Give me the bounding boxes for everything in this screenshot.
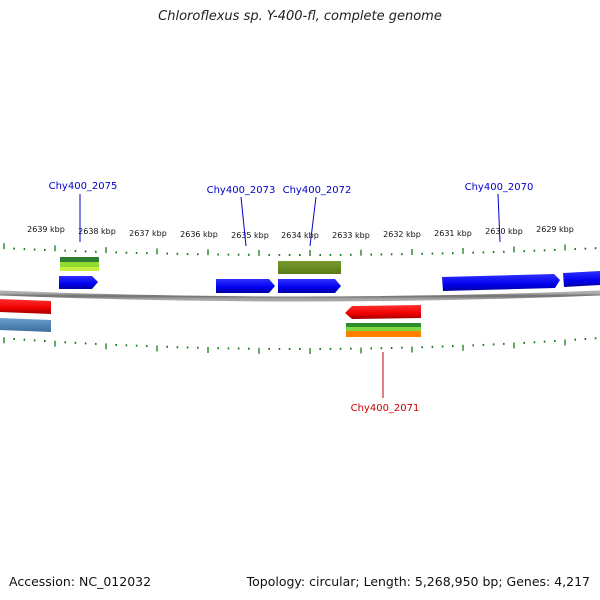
feature-light-green-reverse[interactable]	[346, 327, 421, 331]
cds-chy400-2072[interactable]	[278, 279, 341, 293]
scale-label: 2629 kbp	[536, 225, 574, 234]
scale-label: 2634 kbp	[281, 231, 319, 240]
label-line-chy400-2070	[497, 193, 501, 243]
feature-olive[interactable]	[278, 261, 341, 274]
genome-backbone	[0, 290, 600, 302]
feature-light-green[interactable]	[60, 262, 99, 267]
gene-label-chy400-2070[interactable]: Chy400_2070	[465, 182, 534, 193]
scale-label: 2631 kbp	[434, 229, 472, 238]
feature-dark-green-reverse[interactable]	[346, 323, 421, 327]
feature-orange[interactable]	[346, 331, 421, 337]
cds-forward-edge[interactable]	[563, 271, 600, 287]
scale-label: 2633 kbp	[332, 231, 370, 240]
outer-tick-marks	[3, 243, 597, 256]
genome-title: Chloroflexus sp. Y-400-fl, complete geno…	[158, 9, 442, 24]
gene-label-chy400-2072[interactable]: Chy400_2072	[283, 185, 352, 196]
scale-label: 2638 kbp	[78, 227, 116, 236]
cds-chy400-2075[interactable]	[59, 276, 98, 289]
gene-label-chy400-2071[interactable]: Chy400_2071	[351, 403, 420, 414]
cds-chy400-2071[interactable]	[345, 305, 421, 319]
cds-chy400-2073[interactable]	[216, 279, 275, 293]
scale-label: 2637 kbp	[129, 229, 167, 238]
scale-label: 2635 kbp	[231, 231, 269, 240]
cds-chy400-2070[interactable]	[442, 274, 560, 291]
scale-label: 2639 kbp	[27, 225, 65, 234]
feature-steel-blue[interactable]	[0, 318, 51, 332]
gene-label-chy400-2073[interactable]: Chy400_2073	[207, 185, 276, 196]
scale-label: 2632 kbp	[383, 230, 421, 239]
cds-reverse-left[interactable]	[0, 299, 51, 314]
feature-dark-green[interactable]	[60, 257, 99, 262]
scale-label: 2630 kbp	[485, 227, 523, 236]
label-line-chy400-2073	[240, 196, 247, 247]
gene-label-chy400-2075[interactable]: Chy400_2075	[49, 181, 118, 192]
scale-label: 2636 kbp	[180, 230, 218, 239]
genome-summary-text: Topology: circular; Length: 5,268,950 bp…	[246, 574, 590, 589]
accession-text: Accession: NC_012032	[9, 574, 152, 589]
label-line-chy400-2072	[309, 196, 317, 247]
inner-tick-marks	[3, 337, 597, 354]
feature-yellow-green[interactable]	[60, 267, 99, 271]
